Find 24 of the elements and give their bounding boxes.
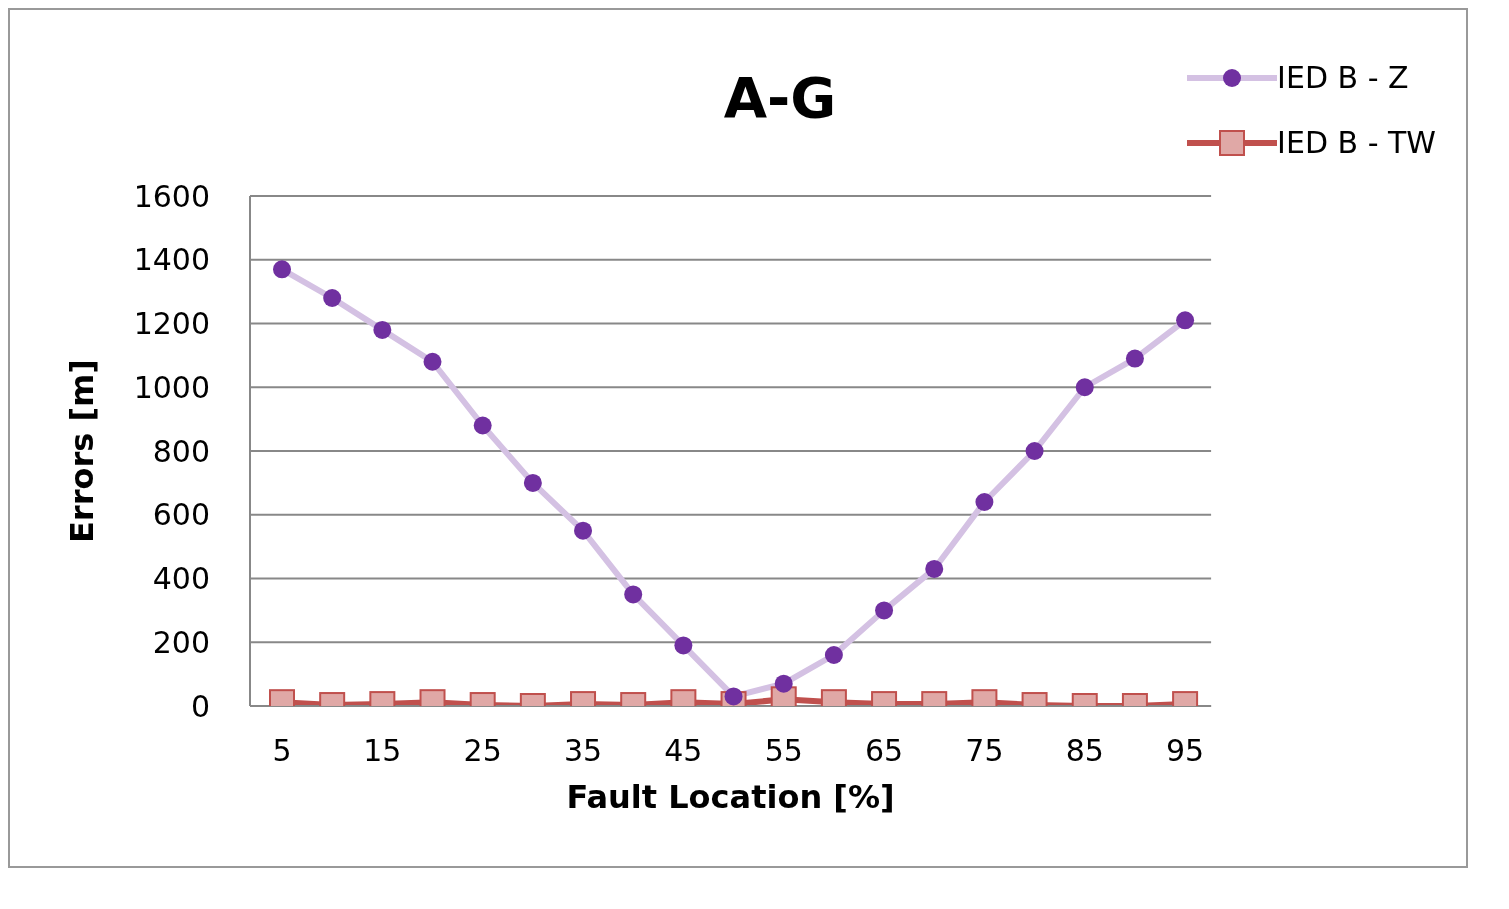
y-tick-label: 1000 (133, 369, 210, 405)
y-tick-label: 1400 (133, 242, 210, 278)
y-tick-label: 1600 (133, 178, 210, 214)
x-tick-label: 75 (965, 733, 1004, 769)
x-tick-label: 65 (864, 733, 904, 769)
x-tick-label: 95 (1166, 733, 1205, 769)
y-tick-label: 400 (152, 561, 210, 597)
y-tick-label: 600 (152, 497, 210, 533)
x-tick-label: 25 (463, 733, 502, 769)
x-tick-label: 45 (664, 733, 703, 769)
y-axis-title: Errors [m] (63, 359, 102, 543)
y-tick-label: 0 (190, 688, 210, 724)
y-tick-label: 800 (152, 433, 210, 469)
x-axis-title: Fault Location [%] (566, 778, 895, 816)
legend-label: IED B - Z (1277, 60, 1409, 95)
chart-title: A-G (723, 65, 837, 130)
x-tick-label: 15 (363, 733, 402, 769)
y-tick-label: 1200 (133, 306, 210, 342)
y-tick-label: 200 (152, 624, 210, 660)
x-tick-label: 5 (272, 733, 292, 769)
legend-label: IED B - TW (1277, 125, 1436, 160)
x-tick-label: 35 (563, 733, 603, 769)
x-tick-label: 55 (764, 733, 803, 769)
x-tick-label: 85 (1065, 733, 1104, 769)
